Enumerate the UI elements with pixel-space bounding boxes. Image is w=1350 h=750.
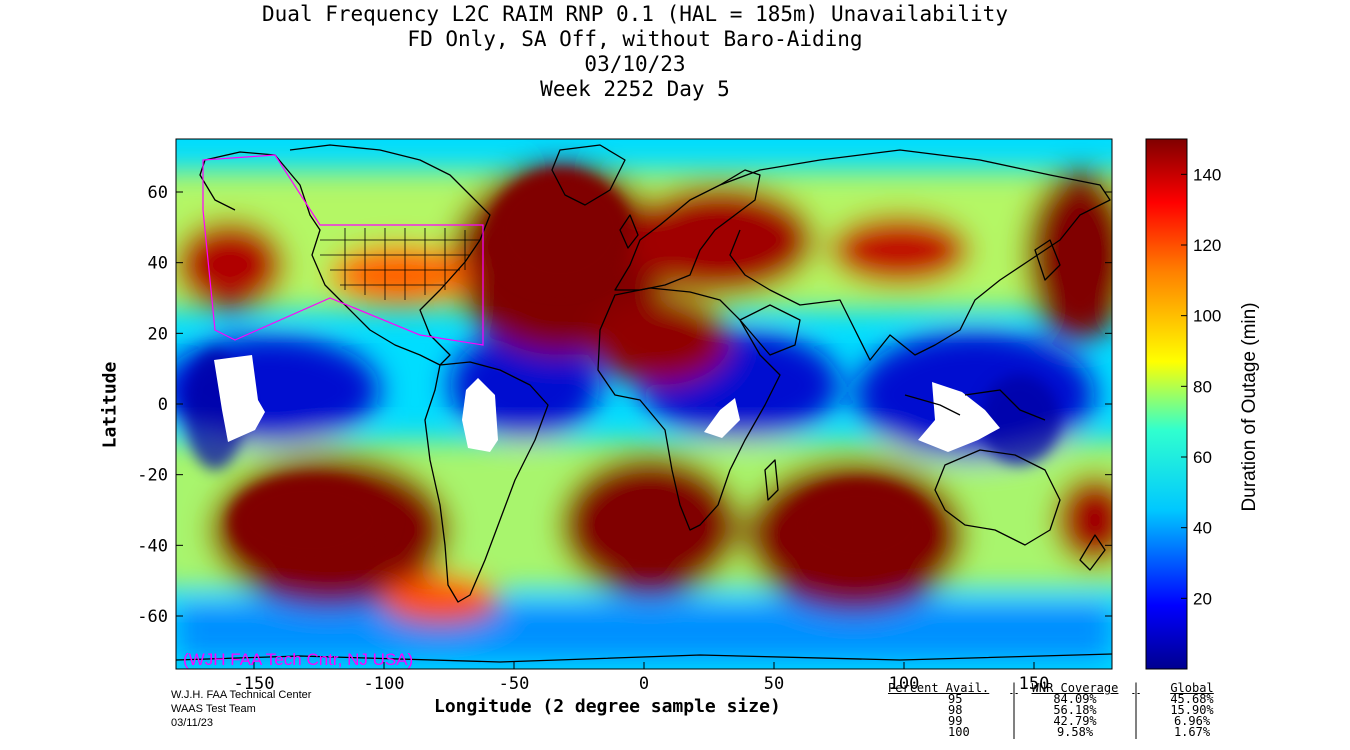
title-line-1: Dual Frequency L2C RAIM RNP 0.1 (HAL = 1… — [262, 2, 1008, 26]
colorbar-tick-label: 20 — [1193, 589, 1212, 608]
footer-credits: W.J.H. FAA Technical Center WAAS Test Te… — [171, 688, 311, 730]
no-data-patch — [704, 398, 740, 438]
no-data-patch — [214, 355, 265, 442]
x-tick-label: 0 — [639, 674, 649, 694]
colorbar-tick-label: 100 — [1193, 307, 1221, 326]
y-tick-label: -60 — [137, 607, 168, 627]
stats-row: 98 | 56.18% | 15.90% — [888, 703, 1242, 717]
colorbar-ticks: 140 120 100 80 60 40 20 — [1181, 165, 1221, 608]
stats-cell: 1.67% — [1173, 725, 1211, 739]
footer-line-1: W.J.H. FAA Technical Center — [171, 689, 312, 701]
stats-cell: 6.96% — [1173, 714, 1211, 728]
stats-header: WNR Coverage — [1031, 681, 1119, 695]
stats-row: 95 | 84.09% | 45.68% — [888, 692, 1242, 706]
colorbar — [1145, 138, 1188, 670]
stats-cell: 15.90% — [1170, 703, 1214, 717]
stats-cell: 45.68% — [1170, 692, 1214, 706]
chart-title: Dual Frequency L2C RAIM RNP 0.1 (HAL = 1… — [0, 2, 1270, 102]
stats-header: Percent Avail. — [888, 681, 990, 695]
stats-cell: 99 — [948, 714, 963, 728]
y-tick-label: 20 — [148, 324, 168, 344]
stats-row: 100 | 9.58% | 1.67% — [888, 725, 1242, 739]
y-tick-label: -40 — [137, 536, 168, 556]
coastlines — [176, 144, 1112, 663]
x-axis-label: Longitude (2 degree sample size) — [434, 696, 781, 717]
stats-cell: 84.09% — [1053, 692, 1097, 706]
colorbar-tick-label: 80 — [1193, 377, 1212, 396]
stats-cell: 9.58% — [1056, 725, 1094, 739]
colorbar-tick-label: 120 — [1193, 236, 1221, 255]
stats-cell: 95 — [948, 692, 963, 706]
stats-header: Global — [1170, 681, 1214, 695]
footer-line-2: WAAS Test Team — [171, 703, 256, 715]
y-tick-label: -20 — [137, 466, 168, 486]
x-tick-label: 150 — [1019, 674, 1050, 694]
stats-cell: 42.79% — [1053, 714, 1097, 728]
us-state-borders — [320, 228, 480, 300]
x-tick-label: 100 — [889, 674, 920, 694]
colorbar-tick-label: 40 — [1193, 519, 1212, 538]
y-tick-label: 60 — [148, 183, 168, 203]
stats-cell: 100 — [948, 725, 970, 739]
stats-cell: 98 — [948, 703, 963, 717]
title-line-2: FD Only, SA Off, without Baro-Aiding — [407, 27, 863, 51]
stats-row: 99 | 42.79% | 6.96% — [888, 714, 1242, 728]
x-tick-label: -150 — [234, 674, 275, 694]
x-axis: -150 -100 -50 0 50 100 150 — [234, 662, 1050, 694]
colorbar-tick-label: 60 — [1193, 448, 1212, 467]
y-axis-label: Latitude — [99, 361, 121, 449]
no-data-patch — [918, 382, 1000, 452]
y-tick-label: 0 — [158, 395, 168, 415]
outage-heatmap — [176, 139, 1112, 669]
stats-cell: 56.18% — [1053, 703, 1097, 717]
x-tick-label: -50 — [499, 674, 530, 694]
x-tick-label: -100 — [364, 674, 405, 694]
wnr-coverage-polygon — [202, 154, 484, 346]
title-line-3: 03/10/23 — [584, 52, 686, 76]
x-tick-label: 50 — [764, 674, 784, 694]
footer-line-3: 03/11/23 — [171, 717, 214, 729]
watermark: (WJH FAA Tech Cntr, NJ USA) — [183, 650, 413, 669]
stats-header-row: Percent Avail. | WNR Coverage | Global — [888, 681, 1242, 695]
y-tick-label: 40 — [148, 254, 168, 274]
colorbar-label: Duration of Outage (min) — [1239, 302, 1260, 512]
y-axis: 60 40 20 0 -20 -40 -60 — [137, 183, 1112, 627]
colorbar-tick-label: 140 — [1193, 165, 1221, 184]
availability-stats-table: Percent Avail. | WNR Coverage | Global 9… — [888, 681, 1242, 739]
title-line-4: Week 2252 Day 5 — [540, 77, 730, 101]
no-data-patch — [462, 378, 498, 452]
